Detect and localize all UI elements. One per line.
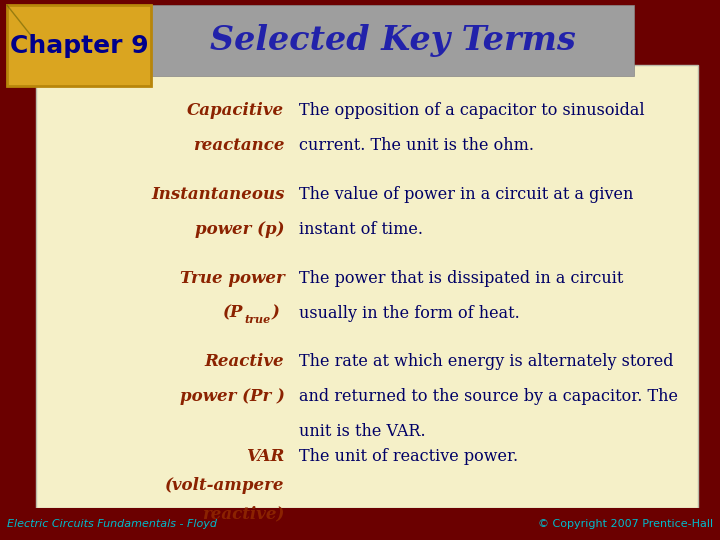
Text: The power that is dissipated in a circuit: The power that is dissipated in a circui… [299,269,624,287]
Text: usually in the form of heat.: usually in the form of heat. [299,305,520,322]
Text: unit is the VAR.: unit is the VAR. [299,423,426,441]
Text: power (p): power (p) [195,221,284,238]
Text: reactive): reactive) [202,505,284,523]
Text: and returned to the source by a capacitor. The: and returned to the source by a capacito… [299,388,678,406]
Text: The opposition of a capacitor to sinusoidal: The opposition of a capacitor to sinusoi… [299,102,644,119]
Text: power (Pr ): power (Pr ) [179,388,284,406]
Text: ): ) [271,305,279,322]
Bar [0,508,720,540]
Text: (P: (P [223,305,243,322]
Text: Chapter 9: Chapter 9 [10,34,148,58]
Bar [151,5,634,76]
Text: The unit of reactive power.: The unit of reactive power. [299,448,518,465]
Text: instant of time.: instant of time. [299,221,423,238]
Text: The rate at which energy is alternately stored: The rate at which energy is alternately … [299,353,673,370]
Text: Instantaneous: Instantaneous [151,186,284,203]
Text: The value of power in a circuit at a given: The value of power in a circuit at a giv… [299,186,633,203]
Text: reactance: reactance [193,137,284,154]
Text: VAR: VAR [246,448,284,465]
Text: Reactive: Reactive [204,353,284,370]
Text: true: true [245,314,271,325]
Text: True power: True power [180,269,284,287]
Text: current. The unit is the ohm.: current. The unit is the ohm. [299,137,534,154]
Text: © Copyright 2007 Prentice-Hall: © Copyright 2007 Prentice-Hall [538,519,713,529]
Text: Capacitive: Capacitive [187,102,284,119]
Text: (volt-ampere: (volt-ampere [165,477,284,495]
Text: Selected Key Terms: Selected Key Terms [210,24,575,57]
Bar [7,5,151,86]
Bar [36,65,698,508]
Text: Electric Circuits Fundamentals - Floyd: Electric Circuits Fundamentals - Floyd [7,519,217,529]
